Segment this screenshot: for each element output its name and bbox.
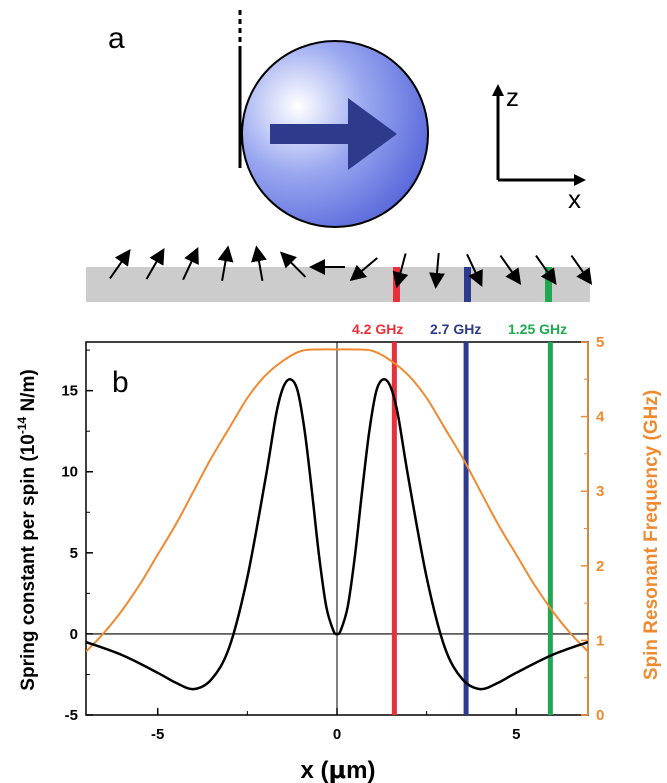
spin-arrow-icon xyxy=(145,247,165,280)
strip-marker-blue xyxy=(464,267,471,302)
x-tick-label: 0 xyxy=(333,726,341,743)
series-frequency-line xyxy=(86,348,588,653)
y-left-tick-label: 5 xyxy=(70,545,78,562)
marker-label-blue: 2.7 GHz xyxy=(430,321,481,337)
y-left-tick-label: 0 xyxy=(70,626,78,643)
panel-b-label: b xyxy=(112,366,129,399)
spin-arrow-icon xyxy=(182,247,199,281)
spin-arrow-icon xyxy=(279,251,307,278)
axes-icon: z x xyxy=(492,82,586,214)
y-axis-left-title: Spring constant per spin (10-14 N/m) xyxy=(15,369,39,690)
axis-z-label: z xyxy=(506,82,519,112)
x-tick-label: 5 xyxy=(512,726,520,743)
y-right-tick-label: 5 xyxy=(596,334,604,351)
series-spring-line xyxy=(86,378,588,691)
spin-arrow-icon xyxy=(499,254,522,286)
strip-marker-red xyxy=(393,267,400,302)
spin-arrow-icon xyxy=(466,253,483,287)
y-axis-right-title: Spin Resonant Frequency (GHz) xyxy=(641,390,662,680)
marker-label-red: 4.2 GHz xyxy=(352,321,403,337)
y-left-tick-label: 15 xyxy=(61,383,78,400)
marker-label-green: 1.25 GHz xyxy=(508,321,567,337)
spin-arrow-icon xyxy=(251,245,267,281)
x-axis-title: x (μm) xyxy=(300,756,375,783)
y-right-tick-label: 3 xyxy=(596,483,604,500)
spin-arrow-icon xyxy=(217,245,234,281)
spin-arrow-icon xyxy=(349,257,378,282)
spin-arrows xyxy=(109,245,593,289)
spin-arrow-icon xyxy=(392,253,409,289)
panel-a-label: a xyxy=(108,22,125,55)
sample-strip xyxy=(86,267,590,302)
magnetic-sphere xyxy=(241,40,429,228)
spin-arrow-icon xyxy=(109,248,131,280)
y-right-tick-label: 1 xyxy=(596,632,604,649)
x-tick-label: -5 xyxy=(151,726,164,743)
y-right-tick-label: 4 xyxy=(596,409,605,426)
y-left-tick-label: -5 xyxy=(65,707,78,724)
y-left-tick-label: 10 xyxy=(61,464,78,481)
spin-arrow-icon xyxy=(429,252,445,289)
spin-arrow-icon xyxy=(535,254,557,286)
axis-x-label: x xyxy=(568,184,581,214)
magnetization-arrow-icon xyxy=(270,98,397,170)
y-right-tick-label: 2 xyxy=(596,558,604,575)
spin-arrow-icon xyxy=(570,254,593,286)
y-right-tick-label: 0 xyxy=(596,707,604,724)
